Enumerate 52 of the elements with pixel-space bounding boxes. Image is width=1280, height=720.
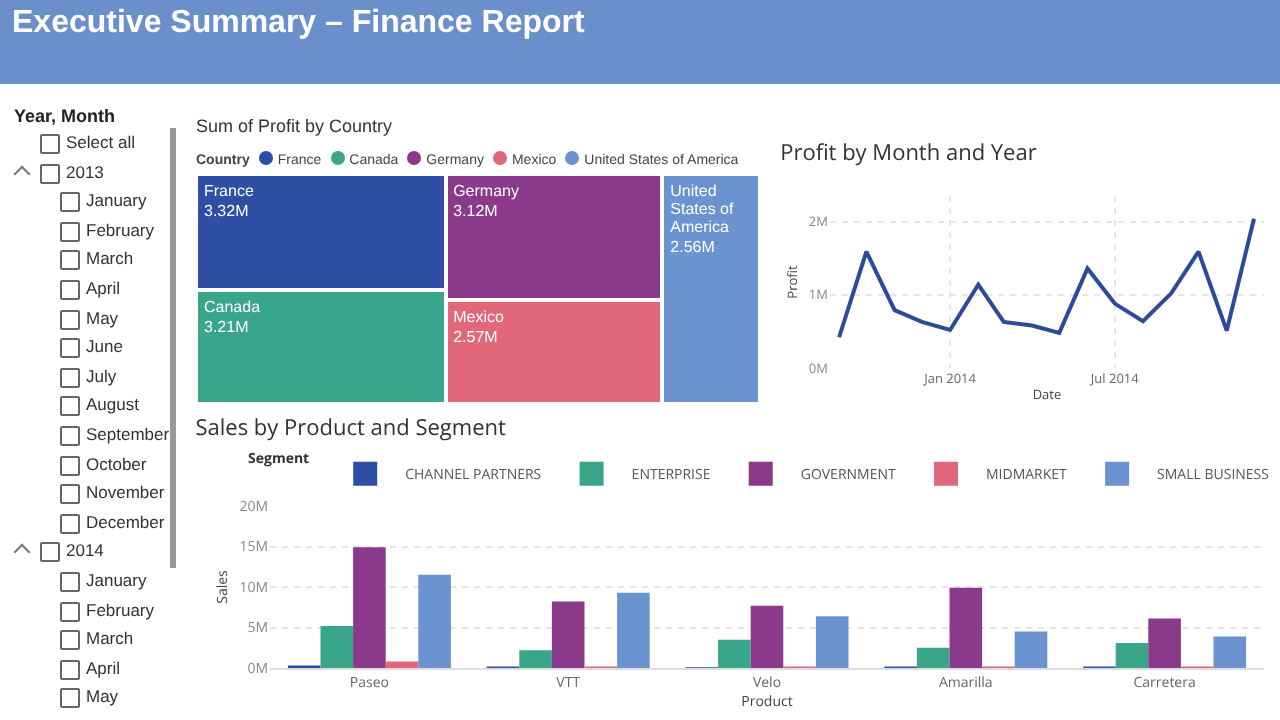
text: September xyxy=(86,424,170,444)
bar xyxy=(353,547,386,668)
text: November xyxy=(86,482,165,503)
bar xyxy=(418,574,451,668)
bar xyxy=(617,592,650,668)
text: 2013 xyxy=(66,161,104,182)
bar xyxy=(1148,618,1181,668)
data-label: 3.32M xyxy=(204,202,251,220)
category-label: Canada xyxy=(204,298,261,317)
data-label: 2.56M xyxy=(670,238,717,256)
bar xyxy=(551,601,585,668)
text: April xyxy=(86,278,121,298)
data-label: 3.12M xyxy=(453,202,500,220)
text: Select all xyxy=(66,132,135,152)
line-series xyxy=(837,216,1256,340)
text: March xyxy=(86,628,134,649)
text: June xyxy=(86,336,123,357)
data-label: 3.21M xyxy=(204,318,251,337)
bar xyxy=(519,650,552,668)
text: 2014 xyxy=(66,540,104,561)
bar xyxy=(815,616,849,668)
text: Executive Summary – Finance Report xyxy=(12,6,585,42)
category-label: United States of America xyxy=(670,182,734,236)
bar xyxy=(916,647,950,668)
chart-title: Profit by Month and Year xyxy=(780,137,1038,168)
bar xyxy=(718,639,751,668)
text: December xyxy=(86,511,165,532)
bar xyxy=(1213,636,1247,668)
bar xyxy=(1115,642,1149,668)
data-label: 2.57M xyxy=(453,328,500,347)
text: January xyxy=(86,190,147,211)
text: Year, Month xyxy=(14,106,116,126)
text: February xyxy=(86,599,155,620)
bar xyxy=(750,605,784,668)
text: May xyxy=(86,686,119,707)
category-label: Germany xyxy=(453,182,519,200)
text: January xyxy=(86,570,147,590)
text: Sum of Profit by Country xyxy=(196,116,393,136)
text: May xyxy=(86,307,119,328)
category-label: Mexico xyxy=(453,308,504,327)
text: February xyxy=(86,219,155,240)
text: April xyxy=(86,657,121,678)
text: October xyxy=(86,453,147,474)
text: July xyxy=(86,365,117,386)
bar xyxy=(949,587,983,668)
text: August xyxy=(86,394,139,415)
bar xyxy=(1014,631,1048,668)
chart-title: Sales by Product and Segment xyxy=(195,412,507,443)
bar xyxy=(320,625,354,668)
text: March xyxy=(86,248,134,269)
category-label: France xyxy=(204,182,254,200)
bar xyxy=(385,661,419,668)
